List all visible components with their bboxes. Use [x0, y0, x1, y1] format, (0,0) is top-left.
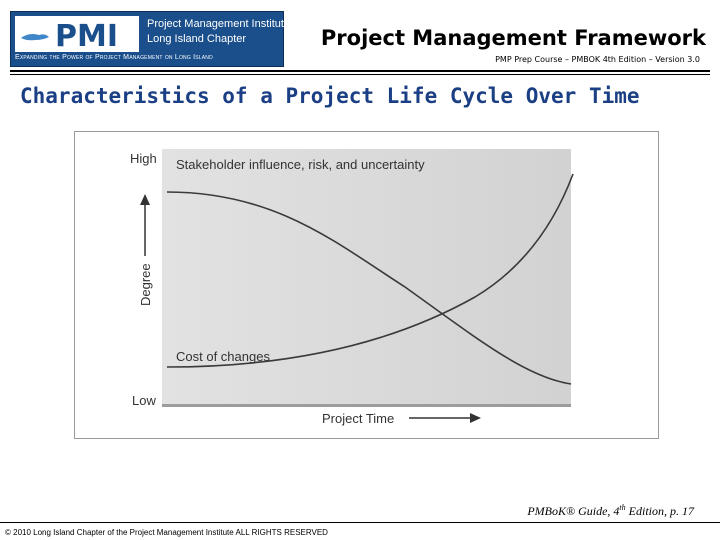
- footer-copyright: © 2010 Long Island Chapter of the Projec…: [5, 528, 328, 537]
- y-high-label: High: [130, 151, 157, 166]
- header-title: Project Management Framework: [320, 26, 706, 50]
- pmi-logo-mark: PMI: [15, 16, 139, 52]
- diagram-baseline: [162, 404, 571, 407]
- logo-org-name: Project Management Institute: [147, 18, 291, 30]
- y-axis-label: Degree: [138, 263, 153, 306]
- slide-title: Characteristics of a Project Life Cycle …: [20, 84, 640, 108]
- citation-sup: th: [619, 503, 626, 512]
- footer-rule: [0, 522, 720, 523]
- citation: PMBoK® Guide, 4th Edition, p. 17: [527, 503, 694, 519]
- citation-text: PMBoK® Guide, 4: [527, 504, 620, 518]
- stakeholder-influence-label: Stakeholder influence, risk, and uncerta…: [176, 157, 425, 172]
- citation-tail: Edition, p. 17: [625, 504, 694, 518]
- logo-chapter-name: Long Island Chapter: [147, 33, 247, 45]
- logo-mark-text: PMI: [55, 19, 118, 52]
- header-rule-thin: [10, 74, 710, 75]
- y-low-label: Low: [132, 393, 156, 408]
- y-axis-arrowhead: [140, 194, 150, 205]
- diagram-panel: [162, 149, 571, 406]
- logo-tagline: Expanding the Power of Project Managemen…: [15, 54, 213, 61]
- x-axis-arrowhead: [470, 413, 481, 423]
- life-cycle-diagram: Stakeholder influence, risk, and uncerta…: [74, 131, 659, 439]
- life-cycle-svg: Stakeholder influence, risk, and uncerta…: [130, 149, 574, 426]
- header-subtitle: PMP Prep Course – PMBOK 4th Edition – Ve…: [495, 55, 700, 64]
- stakeholder-influence-curve: [166, 191, 572, 385]
- cost-of-changes-label: Cost of changes: [176, 349, 270, 364]
- x-axis-label: Project Time: [322, 411, 394, 426]
- header-rule: [10, 70, 710, 72]
- pmi-logo: PMI Project Management Institute Long Is…: [10, 11, 290, 67]
- cost-of-changes-curve: [166, 173, 574, 368]
